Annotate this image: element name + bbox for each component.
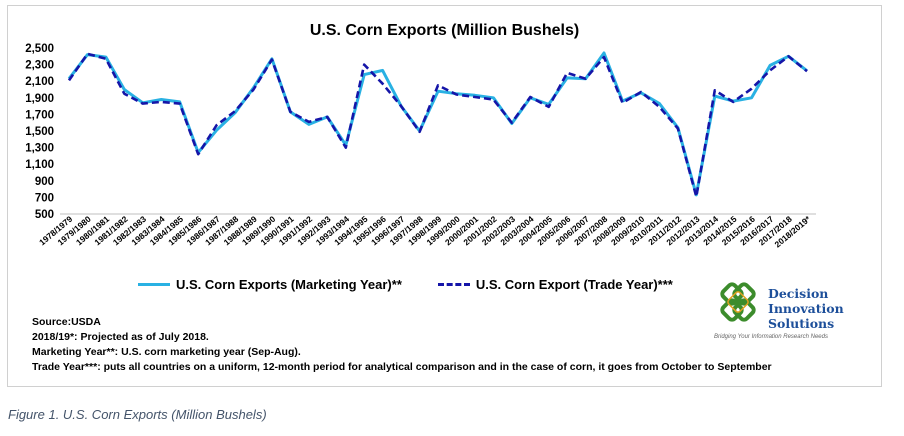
series-line-trade-year bbox=[67, 52, 808, 198]
y-tick-label: 2,500 bbox=[25, 43, 54, 55]
note-trade-year: Trade Year***: puts all countries on a u… bbox=[32, 361, 772, 373]
logo-line: Solutions bbox=[768, 316, 835, 331]
y-tick-label: 500 bbox=[35, 209, 54, 221]
logo-line: Innovation bbox=[768, 301, 844, 316]
figure-caption: Figure 1. U.S. Corn Exports (Million Bus… bbox=[8, 407, 267, 422]
logo-line: Decision bbox=[768, 286, 829, 301]
y-tick-label: 1,500 bbox=[25, 126, 54, 138]
y-tick-label: 1,300 bbox=[25, 143, 54, 155]
logo-wordmark: Decision Innovation Solutions bbox=[768, 286, 844, 331]
series-line-marketing-year bbox=[67, 51, 808, 197]
company-logo: Decision Innovation Solutions Bridging Y… bbox=[714, 282, 874, 352]
logo-tagline: Bridging Your Information Research Needs bbox=[714, 334, 828, 340]
line-chart: 2,500 2,300 2,100 1,900 1,700 1,500 1,300 1,100… bbox=[25, 43, 816, 249]
note-source: Source:USDA bbox=[32, 316, 101, 328]
chart-title: U.S. Corn Exports (Million Bushels) bbox=[309, 22, 580, 39]
legend-label: U.S. Corn Exports (Marketing Year)** bbox=[176, 277, 402, 292]
y-tick-label: 1,900 bbox=[25, 93, 54, 105]
y-tick-label: 1,100 bbox=[25, 159, 54, 171]
chart-legend: U.S. Corn Exports (Marketing Year)** U.S… bbox=[138, 277, 709, 292]
y-tick-label: 700 bbox=[35, 192, 54, 204]
legend-item-marketing-year: U.S. Corn Exports (Marketing Year)** bbox=[138, 277, 402, 292]
logo-knot-icon bbox=[720, 282, 756, 322]
y-tick-label: 1,700 bbox=[25, 109, 54, 121]
y-tick-label: 2,100 bbox=[25, 76, 54, 88]
chart-frame: U.S. Corn Exports (Million Bushels) 2,50… bbox=[7, 5, 882, 387]
legend-swatch-solid bbox=[138, 283, 170, 286]
note-marketing-year: Marketing Year**: U.S. corn marketing ye… bbox=[32, 346, 301, 358]
y-tick-label: 900 bbox=[35, 176, 54, 188]
legend-swatch-dashed bbox=[437, 283, 470, 286]
legend-item-trade-year: U.S. Corn Export (Trade Year)*** bbox=[437, 277, 673, 292]
note-projected: 2018/19*: Projected as of July 2018. bbox=[32, 331, 209, 343]
y-tick-label: 2,300 bbox=[25, 60, 54, 72]
legend-label: U.S. Corn Export (Trade Year)*** bbox=[475, 277, 673, 292]
chart-notes: Source:USDA 2018/19*: Projected as of Ju… bbox=[32, 315, 772, 375]
